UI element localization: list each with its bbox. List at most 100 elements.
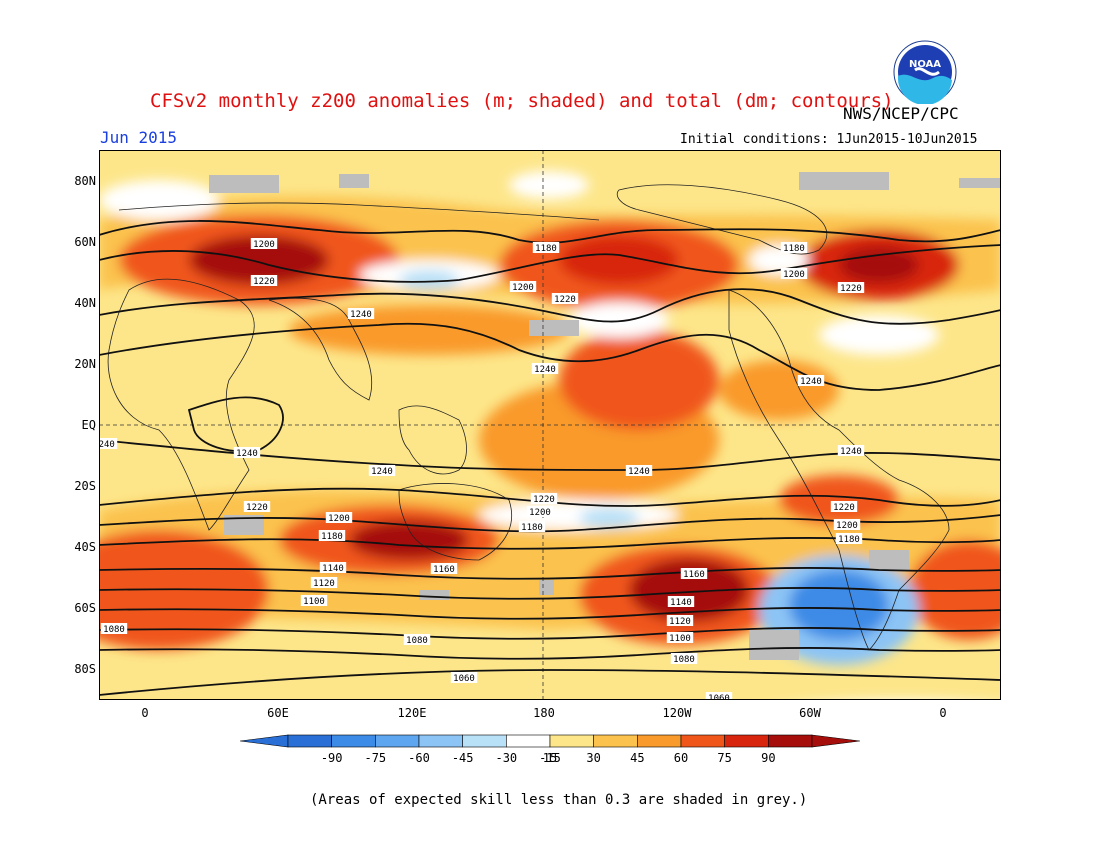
contour-label: 1080 [403,634,431,646]
initial-conditions-label: Initial conditions: 1Jun2015-10Jun2015 [680,132,978,147]
contour-label: 1120 [310,577,338,589]
contour-label: 1220 [530,493,558,505]
contour-label: 1180 [835,533,863,545]
colorbar-cell [637,734,682,748]
lat-label-20s: 20S [74,479,96,493]
colorbar-cell [593,734,638,748]
lon-label-120e: 120E [397,706,427,720]
contour-label: 1080 [100,623,128,635]
lat-label-80n: 80N [74,174,96,188]
noaa-logo-icon: NOAA [893,40,957,104]
lon-label-0-right: 0 [939,706,947,720]
colorbar-cell [418,734,463,748]
contour-label: 1180 [532,242,560,254]
colorbar-cell [724,734,769,748]
svg-text:1200: 1200 [783,270,805,280]
colorbar-cell [287,734,332,748]
svg-text:1240: 1240 [840,447,862,457]
contour-label: 1200 [325,512,353,524]
svg-text:1060: 1060 [453,674,475,684]
svg-text:1180: 1180 [783,244,805,254]
svg-text:1220: 1220 [246,503,268,513]
colorbar-tick-label: -30 [495,751,518,765]
colorbar-cell [506,734,551,748]
contour-label: 1200 [780,268,808,280]
month-label: Jun 2015 [100,128,178,147]
svg-text:1200: 1200 [253,240,275,250]
colorbar-tick-label: 75 [717,751,732,765]
contour-label-layer: 1200 1220 1240 1180 1200 1220 1180 1200 1220 1240… [99,238,865,700]
chart-title: CFSv2 monthly z200 anomalies (m; shaded)… [150,90,894,112]
lat-label-40n: 40N [74,296,96,310]
contour-label: 1120 [666,615,694,627]
contour-label: 1060 [705,692,733,700]
lon-label-0: 0 [141,706,149,720]
svg-text:1160: 1160 [433,565,455,575]
svg-text:1180: 1180 [535,244,557,254]
lon-label-60w: 60W [799,706,821,720]
svg-text:1080: 1080 [673,655,695,665]
lon-label-120w: 120W [662,706,692,720]
svg-text:1240: 1240 [628,467,650,477]
lat-label-80s: 80S [74,662,96,676]
contour-label: 1240 [233,447,261,459]
colorbar-tick-label: 15 [542,751,558,765]
height-contours [99,220,1001,696]
svg-text:1100: 1100 [669,634,691,644]
contour-label: 1200 [526,506,554,518]
svg-text:1240: 1240 [236,449,258,459]
lat-label-eq: EQ [81,418,96,432]
lat-label-40s: 40S [74,540,96,554]
colorbar-tick-label: -45 [451,751,474,765]
lon-label-60e: 60E [267,706,289,720]
contour-label: 1100 [300,595,328,607]
svg-text:1160: 1160 [683,570,705,580]
lat-label-60n: 60N [74,235,96,249]
colorbar-tick-label: -60 [408,751,430,765]
svg-text:1220: 1220 [833,503,855,513]
contour-label: 1240 [99,438,118,450]
contour-label: 1080 [670,653,698,665]
svg-text:1200: 1200 [529,508,551,518]
svg-text:1180: 1180 [521,523,543,533]
svg-text:1180: 1180 [838,535,860,545]
contour-label: 1220 [837,282,865,294]
colorbar-cell [549,734,594,748]
skill-footnote: (Areas of expected skill less than 0.3 a… [310,792,808,808]
contour-label: 1220 [830,501,858,513]
colorbar-cell [680,734,725,748]
colorbar-tick-label: -15 [539,751,561,765]
map-frame [99,150,1001,700]
colorbar-tick-label: 90 [761,751,776,765]
agency-label: NWS/NCEP/CPC [843,104,959,123]
svg-text:1200: 1200 [836,521,858,531]
contour-label: 1140 [667,596,695,608]
contour-label: 1200 [250,238,278,250]
svg-text:1080: 1080 [406,636,428,646]
contour-label: 1180 [318,530,346,542]
contour-label: 1160 [680,568,708,580]
contour-label: 1180 [518,521,546,533]
colorbar-tick-label: -75 [364,751,387,765]
contour-label: 1200 [833,519,861,531]
contour-label: 1220 [250,275,278,287]
svg-text:1180: 1180 [321,532,343,542]
colorbar-cell [375,734,420,748]
contour-label: 1220 [551,293,579,305]
svg-text:1120: 1120 [313,579,335,589]
contour-label: 1140 [319,562,347,574]
svg-text:1200: 1200 [512,283,534,293]
contour-label: 1240 [531,363,559,375]
contour-label: 1200 [509,281,537,293]
contour-label: 1060 [450,672,478,684]
svg-text:1220: 1220 [253,277,275,287]
svg-text:1220: 1220 [554,295,576,305]
svg-text:1120: 1120 [669,617,691,627]
contour-label: 1180 [780,242,808,254]
svg-text:1220: 1220 [533,495,555,505]
contour-label: 1240 [368,465,396,477]
svg-text:1240: 1240 [800,377,822,387]
colorbar-tick-label: 30 [586,751,601,765]
svg-text:1080: 1080 [103,625,125,635]
svg-text:1140: 1140 [322,564,344,574]
